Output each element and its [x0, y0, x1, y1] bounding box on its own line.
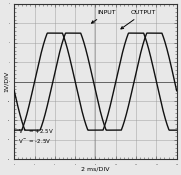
Y-axis label: 1V/DIV: 1V/DIV [3, 71, 9, 92]
Text: V$^-$ = -2.5V: V$^-$ = -2.5V [18, 137, 52, 145]
Text: INPUT: INPUT [92, 10, 116, 23]
X-axis label: 2 ms/DIV: 2 ms/DIV [81, 167, 110, 172]
Text: OUTPUT: OUTPUT [121, 10, 156, 29]
Text: V$^+$ = +2.5V: V$^+$ = +2.5V [18, 127, 54, 136]
